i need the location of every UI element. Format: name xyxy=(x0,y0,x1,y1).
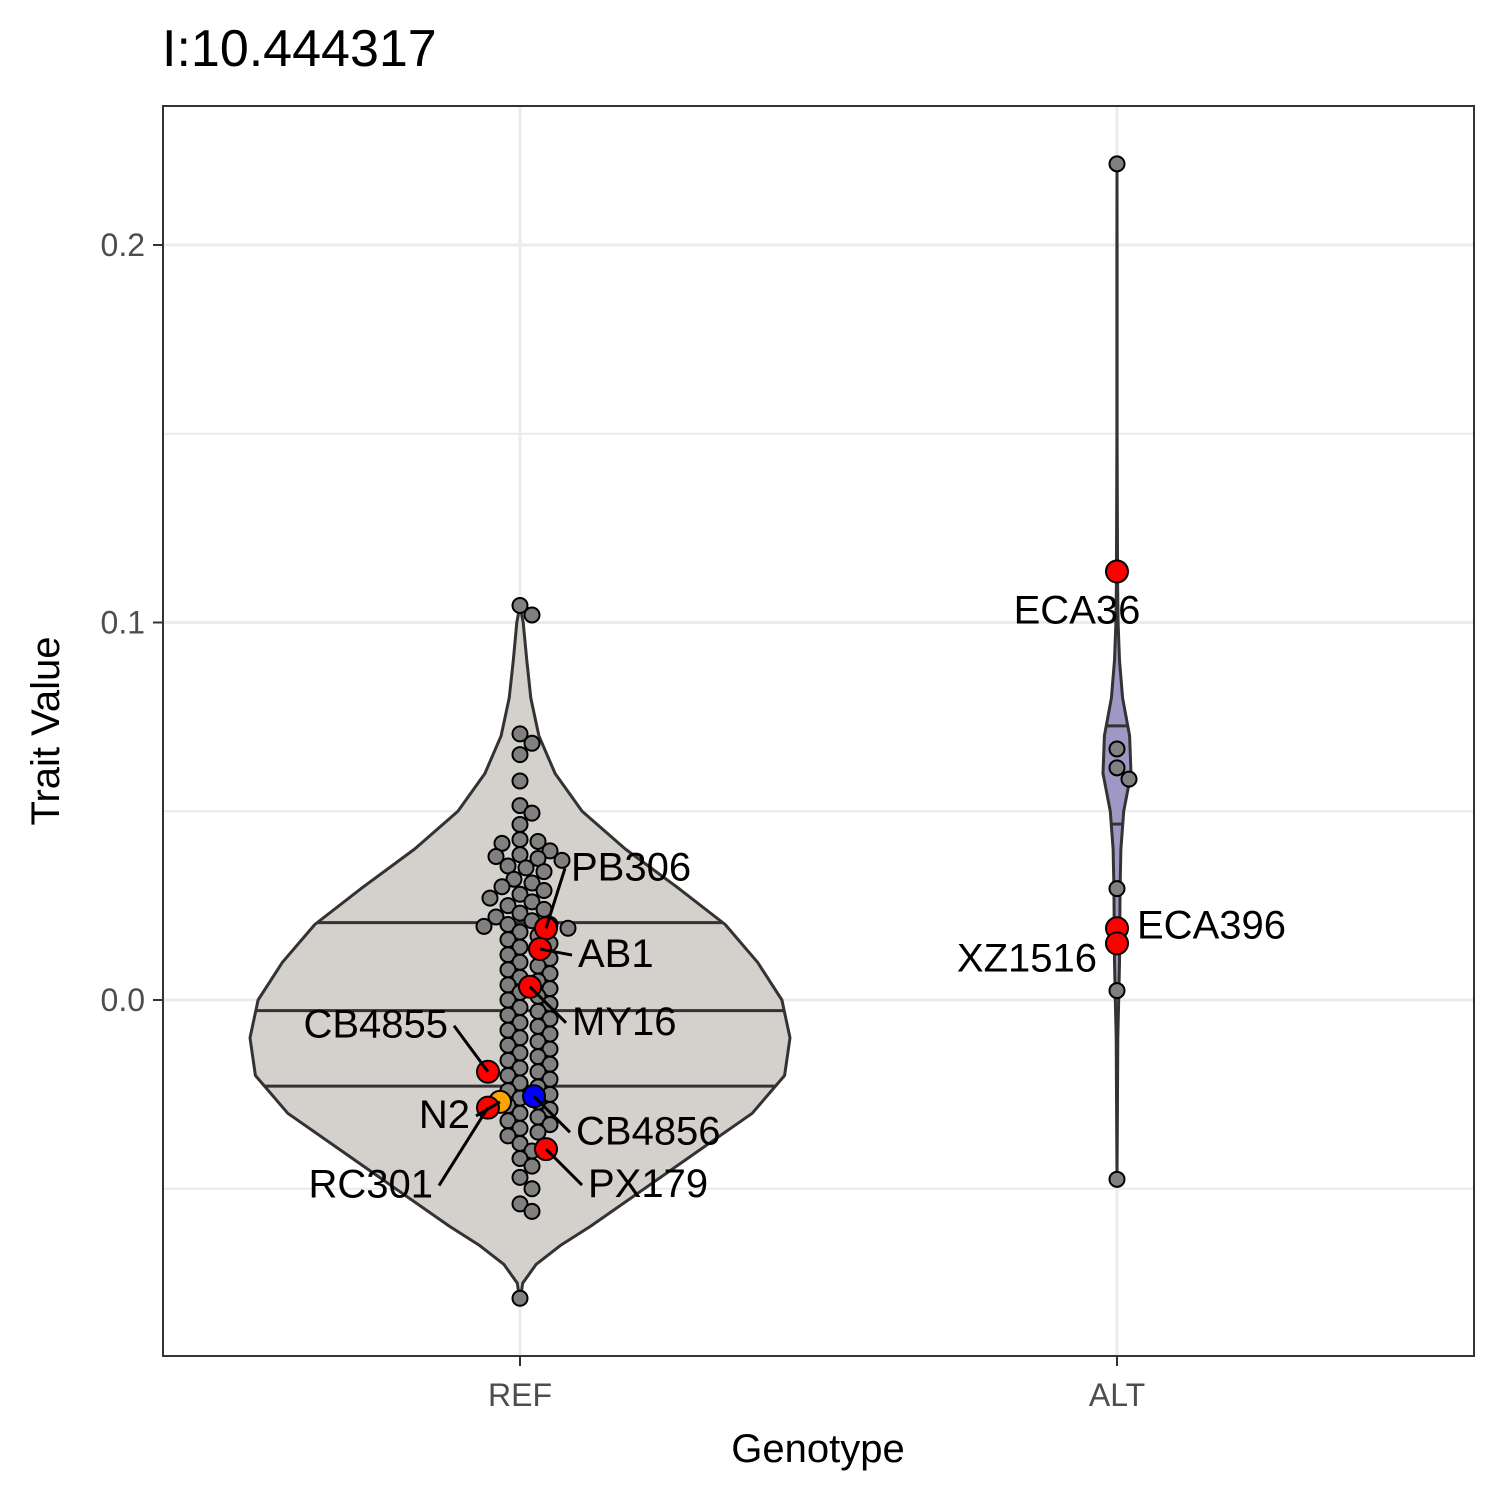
strain-label-rc301: RC301 xyxy=(308,1163,433,1207)
strain-label-cb4855: CB4855 xyxy=(303,1003,448,1047)
data-point xyxy=(1108,759,1126,777)
data-point xyxy=(511,885,529,903)
data-point xyxy=(523,1180,541,1198)
data-point xyxy=(1108,982,1126,1000)
data-point xyxy=(511,725,529,743)
strain-label-eca396: ECA396 xyxy=(1137,903,1286,947)
strain-labels: PB306 AB1 MY16 CB4855 N2 RC301 CB4856 PX179 ECA3… xyxy=(303,589,1286,1207)
chart-title: I:10.444317 xyxy=(162,20,437,78)
highlight-point-eca36 xyxy=(1105,559,1129,584)
data-point xyxy=(511,815,529,833)
y-axis-title: Trait Value xyxy=(24,637,68,826)
data-point xyxy=(481,889,499,907)
data-point xyxy=(487,908,505,926)
data-point xyxy=(511,772,529,790)
data-point xyxy=(529,832,547,850)
data-point xyxy=(505,870,523,888)
label-leader-line xyxy=(437,1106,490,1187)
data-point xyxy=(487,848,505,866)
label-leader-line xyxy=(528,985,568,1024)
label-leader-line xyxy=(452,1024,490,1073)
data-point xyxy=(559,919,577,937)
plot-panel-border xyxy=(162,105,1475,1357)
data-point xyxy=(499,1127,517,1145)
axes: 0.0 0.1 0.2 REF ALT xyxy=(101,227,1146,1413)
data-point xyxy=(1108,740,1126,758)
data-point xyxy=(511,904,529,922)
strain-label-xz1516: XZ1516 xyxy=(957,936,1097,980)
data-point xyxy=(523,1202,541,1220)
data-point xyxy=(1120,770,1138,788)
data-point xyxy=(511,1289,529,1307)
label-leader-line xyxy=(532,1095,572,1134)
data-point xyxy=(523,1157,541,1175)
data-point xyxy=(511,1168,529,1186)
data-point xyxy=(493,878,511,896)
y-tick-label: 0.0 xyxy=(101,982,145,1018)
strain-label-px179: PX179 xyxy=(588,1162,708,1206)
x-tick-label: REF xyxy=(488,1377,552,1413)
x-axis-title: Genotype xyxy=(731,1427,904,1471)
data-point xyxy=(523,893,541,911)
data-point xyxy=(475,917,493,935)
data-point xyxy=(523,874,541,892)
data-point xyxy=(1108,1170,1126,1188)
label-leader-line xyxy=(544,1148,584,1187)
data-point xyxy=(535,882,553,900)
data-point xyxy=(511,831,529,849)
data-point xyxy=(523,734,541,752)
data-point xyxy=(553,851,571,869)
strain-label-eca36: ECA36 xyxy=(1014,589,1141,633)
strain-label-n2: N2 xyxy=(419,1093,470,1137)
strain-label-cb4856: CB4856 xyxy=(576,1109,721,1153)
x-tick-label: ALT xyxy=(1089,1377,1145,1413)
data-point xyxy=(541,1116,559,1134)
y-tick-label: 0.2 xyxy=(101,227,145,263)
data-point xyxy=(523,606,541,624)
data-point xyxy=(511,797,529,815)
data-point xyxy=(511,1195,529,1213)
strain-label-pb306: PB306 xyxy=(571,845,691,889)
data-point xyxy=(529,1123,547,1141)
data-point xyxy=(511,746,529,764)
data-point xyxy=(499,897,517,915)
y-tick-label: 0.1 xyxy=(101,605,145,641)
strain-label-ab1: AB1 xyxy=(578,932,654,976)
data-point xyxy=(511,1150,529,1168)
strain-label-my16: MY16 xyxy=(572,1000,677,1044)
data-point xyxy=(517,859,535,877)
data-point xyxy=(541,842,559,860)
data-point xyxy=(1108,155,1126,173)
label-leader-line xyxy=(539,947,573,957)
data-point xyxy=(535,863,553,881)
label-leader-line xyxy=(544,867,567,929)
data-point xyxy=(1108,880,1126,898)
highlight-point-xz1516 xyxy=(1105,931,1129,956)
data-point xyxy=(523,804,541,822)
data-point xyxy=(511,597,529,615)
